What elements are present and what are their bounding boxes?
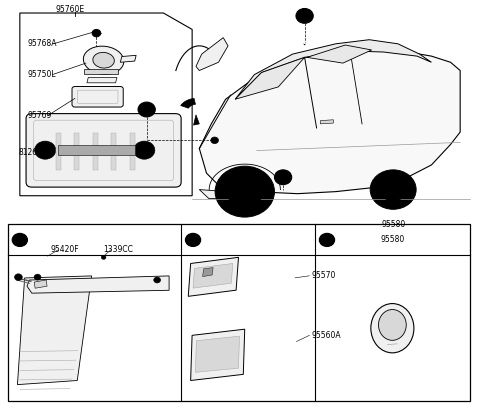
Circle shape	[380, 178, 407, 201]
Text: a: a	[17, 235, 23, 244]
Ellipse shape	[84, 46, 124, 74]
Polygon shape	[193, 115, 199, 125]
Ellipse shape	[371, 304, 414, 353]
Circle shape	[39, 145, 51, 155]
Text: b: b	[280, 173, 286, 182]
Polygon shape	[307, 45, 372, 63]
Bar	[130, 133, 135, 170]
Polygon shape	[34, 280, 47, 288]
Polygon shape	[193, 264, 233, 288]
Text: 95769: 95769	[27, 111, 51, 120]
Polygon shape	[87, 77, 117, 83]
Polygon shape	[203, 267, 213, 276]
Circle shape	[34, 274, 41, 280]
Text: 95760E: 95760E	[56, 5, 85, 14]
Text: 1339CC: 1339CC	[104, 245, 133, 254]
Text: a: a	[144, 105, 149, 114]
Text: 95560A: 95560A	[312, 331, 341, 340]
Text: 81260B: 81260B	[19, 148, 48, 157]
Circle shape	[215, 166, 275, 217]
Circle shape	[134, 141, 155, 159]
Polygon shape	[191, 329, 245, 381]
Circle shape	[237, 185, 252, 198]
Circle shape	[154, 277, 160, 283]
Circle shape	[35, 141, 56, 159]
Text: c: c	[324, 235, 329, 244]
Circle shape	[185, 233, 201, 246]
Text: 95420F: 95420F	[51, 245, 80, 254]
Bar	[56, 133, 60, 170]
FancyBboxPatch shape	[72, 87, 123, 107]
Circle shape	[275, 170, 292, 185]
Text: 95580: 95580	[380, 235, 405, 244]
Bar	[93, 133, 97, 170]
Polygon shape	[235, 40, 432, 99]
Circle shape	[14, 274, 22, 281]
Polygon shape	[17, 276, 92, 385]
Text: 95570: 95570	[312, 272, 336, 280]
Polygon shape	[120, 55, 136, 62]
Text: 95580: 95580	[381, 220, 405, 229]
Text: 95750L: 95750L	[27, 70, 56, 79]
Text: 95768A: 95768A	[27, 39, 57, 48]
Circle shape	[101, 255, 106, 260]
Bar	[58, 145, 135, 155]
Ellipse shape	[93, 52, 114, 68]
Polygon shape	[84, 69, 118, 74]
Polygon shape	[199, 190, 259, 199]
Circle shape	[138, 102, 156, 117]
Circle shape	[92, 29, 101, 37]
Polygon shape	[235, 57, 305, 99]
Polygon shape	[195, 336, 240, 372]
Polygon shape	[20, 13, 192, 196]
Bar	[111, 133, 116, 170]
Circle shape	[319, 233, 335, 246]
Polygon shape	[321, 120, 333, 124]
Polygon shape	[181, 98, 195, 108]
Text: c: c	[302, 12, 307, 20]
Ellipse shape	[379, 309, 406, 340]
FancyBboxPatch shape	[26, 114, 181, 187]
Polygon shape	[199, 50, 460, 194]
Polygon shape	[188, 258, 239, 296]
Polygon shape	[27, 276, 169, 293]
Polygon shape	[196, 37, 228, 70]
Circle shape	[12, 233, 27, 246]
Circle shape	[227, 176, 263, 207]
Text: b: b	[191, 235, 196, 244]
Circle shape	[139, 145, 150, 155]
Circle shape	[370, 170, 416, 209]
Circle shape	[211, 137, 218, 144]
Bar	[8, 225, 470, 401]
Bar	[74, 133, 79, 170]
Circle shape	[296, 9, 313, 23]
